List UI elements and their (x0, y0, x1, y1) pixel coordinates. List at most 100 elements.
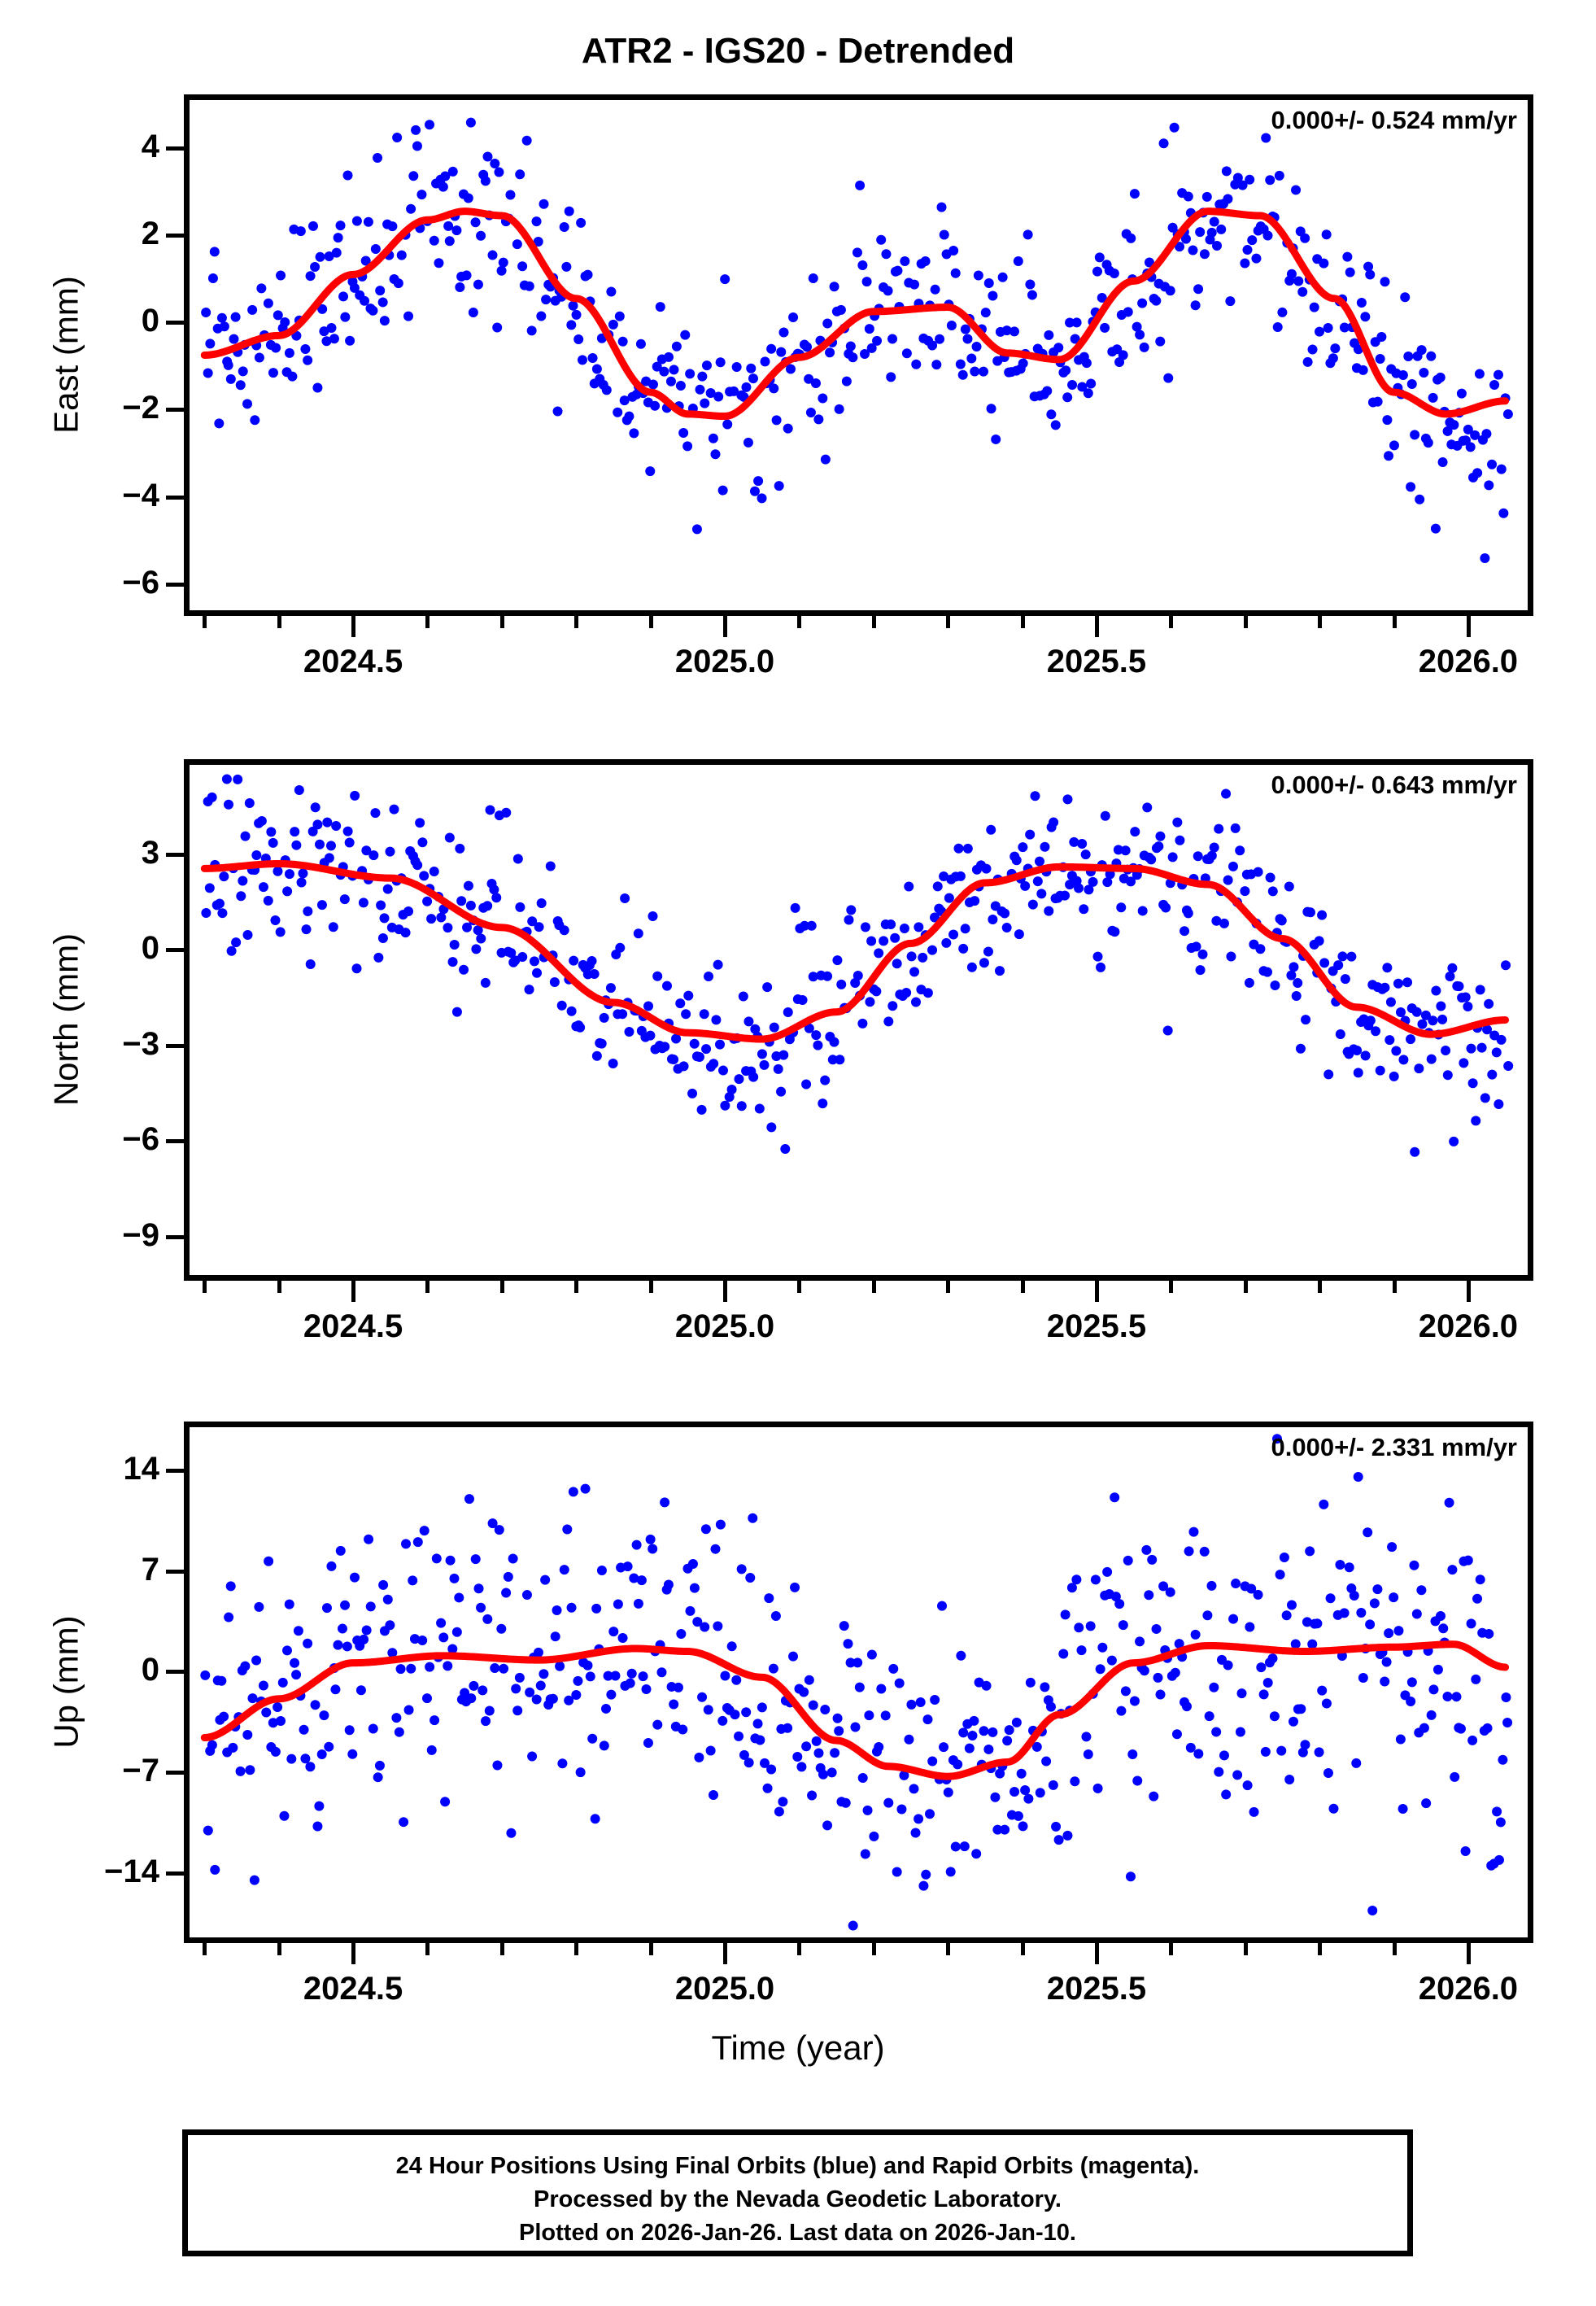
y-tick-mark-north-2 (166, 1043, 184, 1048)
x-tick-label-up-3: 2026.0 (1418, 1971, 1519, 2007)
x-tick-mark-east-2025.7 (1243, 616, 1248, 628)
x-tick-mark-east-2025.2 (871, 616, 876, 628)
x-tick-label-east-3: 2026.0 (1418, 644, 1519, 679)
y-tick-mark-east-0 (166, 146, 184, 151)
y-tick-label-north-2: −3 (122, 1025, 159, 1062)
x-tick-mark-east-2026.0 (1466, 616, 1471, 637)
x-tick-mark-north-2025.4 (1020, 1281, 1025, 1293)
y-tick-label-east-1: 2 (141, 216, 159, 252)
caption-line-2: Processed by the Nevada Geodetic Laborat… (534, 2186, 1062, 2213)
y-tick-mark-east-3 (166, 408, 184, 413)
y-tick-mark-up-0 (166, 1468, 184, 1473)
x-tick-mark-east-2024.4 (277, 616, 281, 628)
plot-area-up (184, 1422, 1533, 1943)
x-tick-mark-east-2025.0 (723, 616, 727, 637)
x-tick-mark-north-2025.2 (871, 1281, 876, 1293)
y-tick-mark-east-2 (166, 321, 184, 325)
y-tick-label-east-0: 4 (141, 128, 159, 164)
caption-line-1: 24 Hour Positions Using Final Orbits (bl… (395, 2153, 1200, 2179)
rate-annotation-east: 0.000+/- 0.524 mm/yr (1271, 106, 1517, 134)
x-tick-label-north-1: 2025.0 (674, 1308, 775, 1344)
fit-curve-north (200, 859, 1510, 1043)
caption-line-3: Plotted on 2026-Jan-26. Last data on 202… (519, 2220, 1076, 2247)
y-tick-label-north-1: 0 (141, 930, 159, 967)
series-canvas-north (200, 774, 1514, 1157)
x-tick-mark-up-2025.5 (1094, 1943, 1099, 1964)
x-tick-label-up-2: 2025.5 (1046, 1971, 1147, 2007)
x-tick-label-north-2: 2025.5 (1046, 1308, 1147, 1344)
x-tick-mark-east-2025.5 (1094, 616, 1099, 637)
x-tick-mark-east-2024.6 (425, 616, 430, 628)
page-title: ATR2 - IGS20 - Detrended (581, 31, 1015, 71)
y-tick-label-up-2: 0 (141, 1652, 159, 1688)
series-canvas-up (200, 1434, 1513, 1931)
caption-text: 24 Hour Positions Using Final Orbits (bl… (188, 2150, 1407, 2251)
x-tick-mark-north-2025.5 (1094, 1281, 1099, 1302)
y-tick-label-up-4: −14 (104, 1853, 159, 1889)
x-tick-mark-north-2024.3 (203, 1281, 207, 1293)
x-tick-mark-up-2025.6 (1169, 1943, 1174, 1955)
x-tick-mark-north-2024.8 (574, 1281, 579, 1293)
x-tick-mark-north-2025.1 (797, 1281, 802, 1293)
caption-box: 24 Hour Positions Using Final Orbits (bl… (182, 2129, 1413, 2256)
x-tick-mark-up-2025.7 (1243, 1943, 1248, 1955)
y-tick-label-north-3: −6 (122, 1121, 159, 1158)
x-tick-mark-up-2025.8 (1318, 1943, 1323, 1955)
x-tick-mark-east-2025.3 (946, 616, 951, 628)
x-tick-mark-up-2024.9 (648, 1943, 653, 1955)
x-tick-mark-up-2024.7 (499, 1943, 504, 1955)
x-tick-mark-north-2024.7 (499, 1281, 504, 1293)
x-tick-mark-east-2024.9 (648, 616, 653, 628)
x-tick-mark-up-2025.4 (1020, 1943, 1025, 1955)
x-tick-mark-up-2024.3 (203, 1943, 207, 1955)
y-tick-label-north-0: 3 (141, 834, 159, 871)
x-tick-mark-north-2025.0 (723, 1281, 727, 1302)
y-tick-mark-east-1 (166, 234, 184, 238)
x-tick-mark-north-2026.0 (1466, 1281, 1471, 1302)
x-tick-mark-north-2024.9 (648, 1281, 653, 1293)
x-tick-mark-east-2025.6 (1169, 616, 1174, 628)
x-tick-mark-up-2024.4 (277, 1943, 281, 1955)
y-tick-mark-north-3 (166, 1139, 184, 1144)
x-tick-mark-east-2024.7 (499, 616, 504, 628)
y-tick-label-east-5: −6 (122, 564, 159, 601)
y-axis-title-up: Up (mm) (46, 1614, 85, 1749)
x-tick-label-east-1: 2025.0 (674, 644, 775, 679)
y-tick-label-up-1: 7 (141, 1551, 159, 1588)
y-tick-label-north-4: −9 (122, 1216, 159, 1253)
x-tick-mark-up-2025.0 (723, 1943, 727, 1964)
x-axis-title: Time (year) (711, 2029, 885, 2067)
x-tick-mark-up-2024.6 (425, 1943, 430, 1955)
plot-area-east (184, 94, 1533, 616)
x-tick-label-east-2: 2025.5 (1046, 644, 1147, 679)
rate-annotation-up: 0.000+/- 2.331 mm/yr (1271, 1433, 1517, 1461)
x-tick-mark-north-2024.5 (351, 1281, 356, 1302)
fit-curve-up (200, 1640, 1510, 1780)
scatter-points-up (200, 1434, 1513, 1931)
x-tick-label-up-0: 2024.5 (303, 1971, 403, 2007)
y-tick-mark-north-4 (166, 1234, 184, 1239)
x-tick-label-up-1: 2025.0 (674, 1971, 775, 2007)
x-tick-mark-north-2025.9 (1392, 1281, 1397, 1293)
fit-curve-east (200, 207, 1510, 421)
x-tick-label-north-3: 2026.0 (1418, 1308, 1519, 1344)
x-tick-mark-up-2025.1 (797, 1943, 802, 1955)
y-tick-label-east-2: 0 (141, 303, 159, 339)
x-tick-mark-east-2024.3 (203, 616, 207, 628)
series-canvas-east (200, 117, 1513, 564)
x-tick-mark-east-2025.8 (1318, 616, 1323, 628)
y-tick-label-east-4: −4 (122, 477, 159, 513)
x-tick-mark-east-2024.8 (574, 616, 579, 628)
y-axis-title-north: North (mm) (46, 932, 85, 1106)
x-tick-mark-east-2024.5 (351, 616, 356, 637)
y-tick-mark-north-1 (166, 948, 184, 953)
x-tick-mark-up-2025.9 (1392, 1943, 1397, 1955)
x-tick-label-north-0: 2024.5 (303, 1308, 403, 1344)
y-tick-mark-north-0 (166, 852, 184, 857)
x-tick-label-east-0: 2024.5 (303, 644, 403, 679)
y-tick-label-east-3: −2 (122, 390, 159, 426)
y-tick-mark-up-4 (166, 1871, 184, 1876)
x-tick-mark-east-2025.1 (797, 616, 802, 628)
y-tick-mark-east-4 (166, 495, 184, 500)
